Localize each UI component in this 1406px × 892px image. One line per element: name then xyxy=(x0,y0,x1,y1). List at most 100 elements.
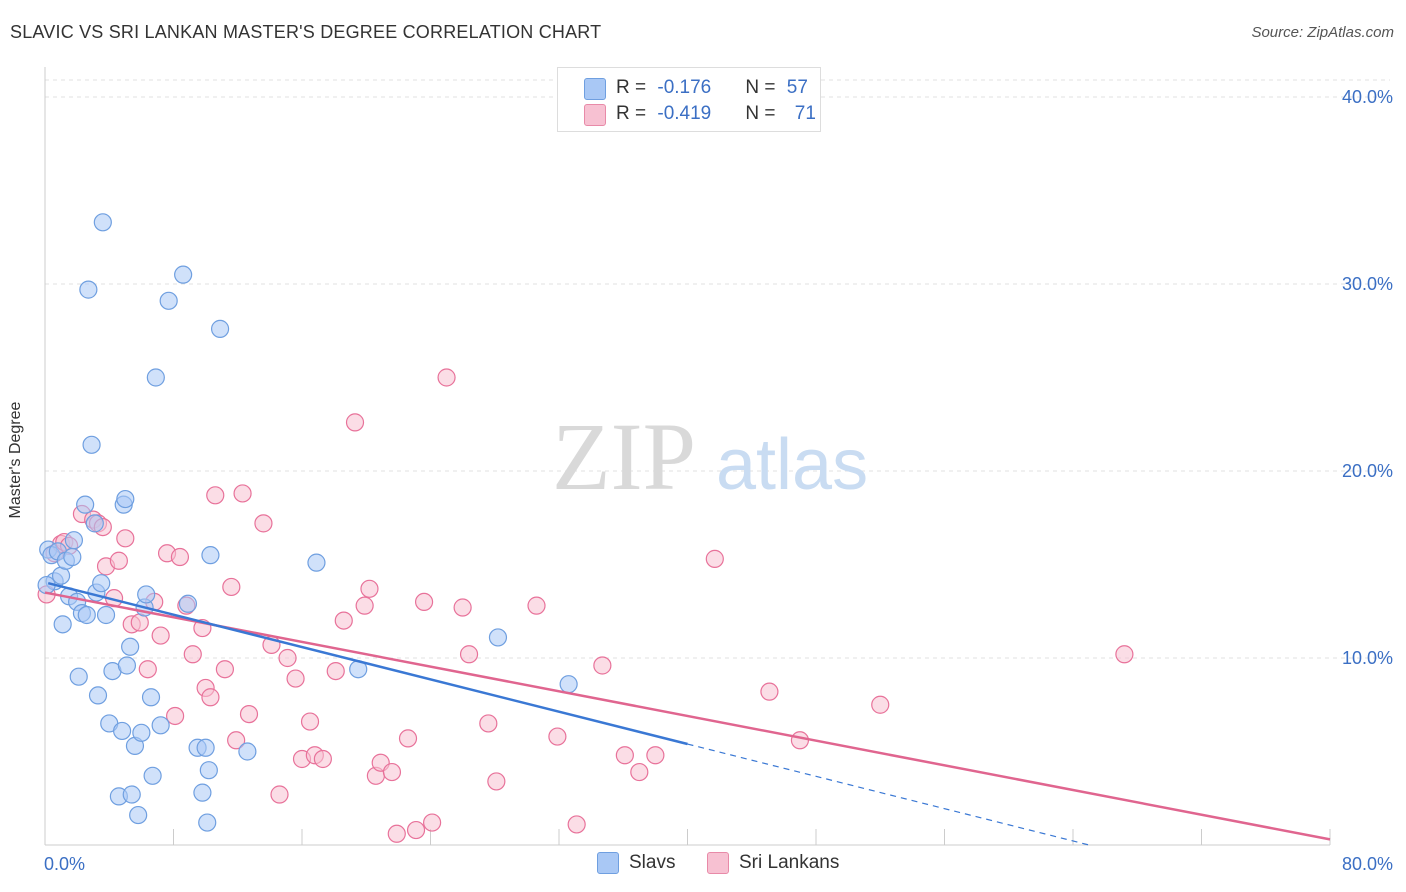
data-point xyxy=(141,688,161,707)
data-point xyxy=(790,731,810,750)
legend-swatch-slavs xyxy=(597,852,619,874)
chart-title: SLAVIC VS SRI LANKAN MASTER'S DEGREE COR… xyxy=(10,22,602,42)
data-point xyxy=(85,514,104,533)
axes xyxy=(44,67,1331,846)
data-point xyxy=(593,656,612,675)
data-point xyxy=(459,645,479,664)
data-point xyxy=(92,574,111,593)
data-point xyxy=(270,785,289,804)
data-point xyxy=(406,820,426,840)
data-point xyxy=(143,766,162,785)
legend-n-label: N = xyxy=(745,77,781,98)
data-point xyxy=(345,413,365,432)
data-point xyxy=(183,645,202,664)
data-point xyxy=(238,742,257,761)
source-label: Source: ZipAtlas.com xyxy=(1251,24,1394,41)
grid-lines xyxy=(45,79,1390,659)
data-point xyxy=(76,495,95,514)
data-point xyxy=(360,579,379,598)
data-point xyxy=(122,785,141,804)
legend-r-value: -0.419 xyxy=(657,103,712,124)
watermark-zip: ZIP xyxy=(552,403,696,510)
data-point xyxy=(286,669,305,688)
data-point xyxy=(137,585,156,604)
y-tick-label: 20.0% xyxy=(1342,461,1393,481)
data-point xyxy=(109,551,128,570)
data-point xyxy=(479,714,498,733)
data-point xyxy=(178,594,198,613)
y-tick-label: 40.0% xyxy=(1342,87,1393,107)
data-point xyxy=(64,531,84,550)
data-point xyxy=(151,626,170,645)
data-point xyxy=(527,596,546,615)
data-point xyxy=(112,721,132,741)
data-point xyxy=(63,547,82,567)
tick-labels: 10.0% 20.0% 30.0% 40.0% 0.0% 80.0% xyxy=(44,87,1393,874)
data-point xyxy=(222,577,241,597)
data-point xyxy=(116,529,135,548)
data-point xyxy=(646,746,665,765)
series-sri-lankans xyxy=(37,368,1134,843)
data-point xyxy=(193,783,212,802)
trend-line-sri-lankans xyxy=(44,591,1331,841)
data-point xyxy=(121,637,140,656)
data-point xyxy=(437,368,456,387)
data-point xyxy=(93,213,112,232)
data-point xyxy=(174,265,193,284)
y-tick-label: 30.0% xyxy=(1342,274,1393,294)
data-point xyxy=(278,648,297,668)
data-point xyxy=(53,615,72,634)
watermark: ZIP atlas xyxy=(552,403,868,510)
data-point xyxy=(387,824,406,843)
data-point xyxy=(69,667,88,686)
data-point xyxy=(398,729,418,748)
data-point xyxy=(227,731,246,750)
data-point xyxy=(871,695,890,714)
data-point xyxy=(630,762,649,782)
data-point xyxy=(548,727,567,746)
data-point xyxy=(117,656,137,675)
data-point xyxy=(487,772,506,791)
legend-row-sri-lankans: R = -0.419 N = 71 xyxy=(616,102,816,126)
trend-line-slavs xyxy=(47,581,688,746)
data-point xyxy=(307,553,326,572)
legend-r-label: R = xyxy=(616,77,652,98)
data-point xyxy=(146,368,165,387)
data-point xyxy=(355,596,374,615)
legend-swatch-slavs xyxy=(584,78,606,100)
data-point xyxy=(199,761,218,780)
data-point xyxy=(414,592,434,612)
data-point xyxy=(210,319,230,338)
legend-swatch-sri-lankans xyxy=(584,104,606,126)
legend-n-label: N = xyxy=(745,103,781,124)
data-point xyxy=(215,660,234,679)
legend-r-label: R = xyxy=(616,103,652,124)
data-point xyxy=(201,546,220,565)
data-point xyxy=(159,291,178,310)
data-point xyxy=(559,675,578,694)
legend-row-slavs: R = -0.176 N = 57 xyxy=(616,76,808,100)
data-point xyxy=(382,762,402,782)
correlation-legend: R = -0.176 N = 57 R = -0.419 N = 71 xyxy=(557,67,821,132)
data-point xyxy=(77,605,96,625)
trend-lines xyxy=(44,581,1331,846)
data-point xyxy=(233,484,252,503)
data-point xyxy=(760,682,779,701)
data-point xyxy=(79,280,98,299)
data-point xyxy=(453,598,472,617)
x-tick-label-min: 0.0% xyxy=(44,854,85,874)
data-point xyxy=(334,611,353,630)
data-point xyxy=(423,813,442,832)
data-point xyxy=(82,435,101,454)
legend-r-value: -0.176 xyxy=(657,77,712,98)
legend-label-sri-lankans: Sri Lankans xyxy=(739,852,840,873)
data-point xyxy=(567,815,586,834)
legend-item-slavs: Slavs xyxy=(597,852,675,874)
series-legend: Slavs Sri Lankans xyxy=(0,852,1406,878)
legend-n-value: 57 xyxy=(786,77,808,98)
data-point xyxy=(254,514,273,533)
data-point xyxy=(206,486,225,505)
data-point xyxy=(166,706,185,726)
data-point xyxy=(132,723,151,742)
